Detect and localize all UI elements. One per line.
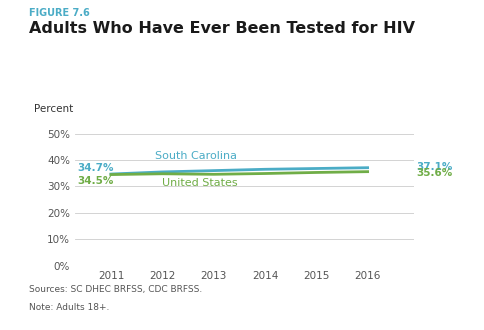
Text: Note: Adults 18+.: Note: Adults 18+. <box>29 303 109 312</box>
Text: Percent: Percent <box>34 104 73 114</box>
Text: 37.1%: 37.1% <box>416 162 453 172</box>
Text: 34.5%: 34.5% <box>77 176 114 186</box>
Text: Adults Who Have Ever Been Tested for HIV: Adults Who Have Ever Been Tested for HIV <box>29 21 415 36</box>
Text: Sources: SC DHEC BRFSS, CDC BRFSS.: Sources: SC DHEC BRFSS, CDC BRFSS. <box>29 285 202 294</box>
Text: 35.6%: 35.6% <box>416 168 453 178</box>
Text: 34.7%: 34.7% <box>77 163 114 173</box>
Text: FIGURE 7.6: FIGURE 7.6 <box>29 8 90 18</box>
Text: South Carolina: South Carolina <box>154 151 237 161</box>
Text: United States: United States <box>162 178 238 188</box>
